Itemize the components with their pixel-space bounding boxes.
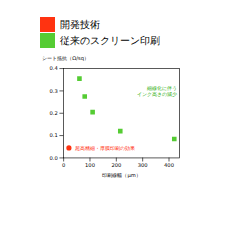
svg-text:300: 300 — [138, 162, 148, 168]
svg-text:0.0: 0.0 — [50, 155, 58, 161]
svg-text:0: 0 — [62, 162, 65, 168]
svg-text:印刷線幅（μm）: 印刷線幅（μm） — [102, 172, 140, 179]
svg-text:100: 100 — [85, 162, 95, 168]
svg-text:400: 400 — [164, 162, 174, 168]
html-text:開発技術: 開発技術 — [60, 16, 100, 31]
svg-text:0.2: 0.2 — [50, 110, 58, 116]
svg-text:0.1: 0.1 — [50, 132, 58, 138]
html-text:従来のスクリーン印刷: 従来のスクリーン印刷 — [60, 33, 160, 48]
svg-text:0.4: 0.4 — [50, 65, 58, 71]
svg-text:細線化に伴うインク高さの減少: 細線化に伴うインク高さの減少 — [137, 85, 177, 96]
svg-text:200: 200 — [111, 162, 121, 168]
svg-text:超高精細・厚膜印刷の効果: 超高精細・厚膜印刷の効果 — [75, 145, 135, 151]
svg-text:シート抵抗（Ω/sq）: シート抵抗（Ω/sq） — [42, 55, 89, 62]
svg-text:0.3: 0.3 — [50, 88, 58, 94]
